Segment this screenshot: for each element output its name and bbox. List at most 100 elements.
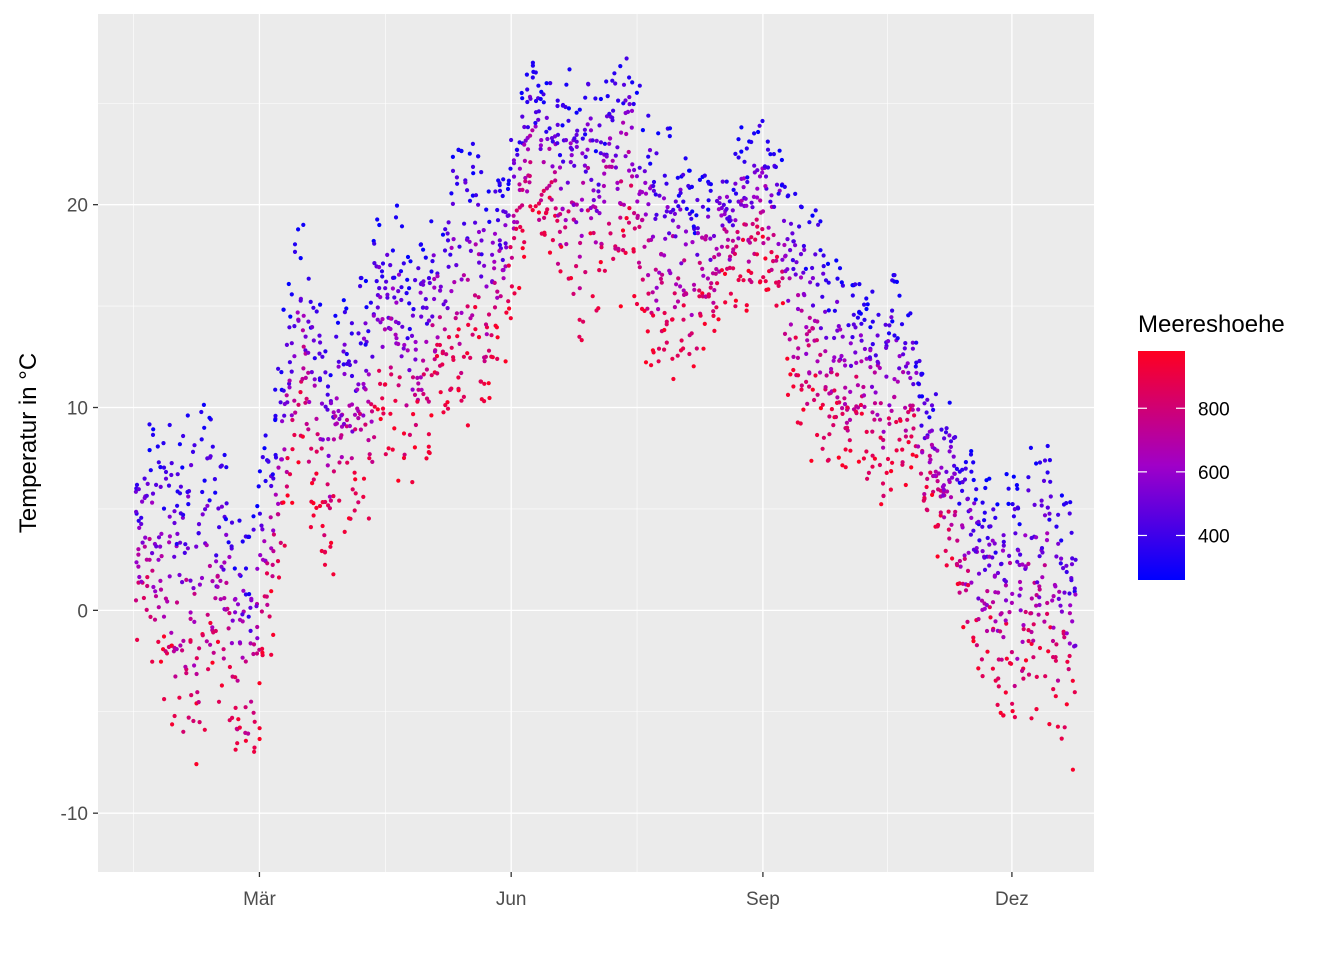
data-point	[407, 286, 412, 291]
data-point	[544, 115, 549, 120]
data-point	[662, 347, 667, 352]
data-point	[139, 515, 144, 520]
data-point	[877, 462, 883, 468]
data-point	[1004, 621, 1009, 626]
data-point	[1018, 608, 1023, 613]
data-point	[151, 584, 156, 590]
data-point	[506, 299, 511, 304]
data-point	[866, 470, 872, 475]
data-point	[925, 397, 930, 402]
data-point	[310, 481, 315, 486]
data-point	[774, 258, 779, 263]
data-point	[327, 494, 332, 499]
data-point	[766, 236, 771, 241]
data-point	[733, 304, 738, 309]
data-point	[621, 233, 626, 238]
data-point	[311, 305, 316, 310]
data-point	[509, 255, 514, 260]
data-point	[188, 610, 193, 615]
data-point	[577, 334, 582, 339]
data-point	[412, 392, 418, 397]
x-tick-label: Dez	[995, 889, 1029, 910]
data-point	[185, 546, 190, 551]
data-point	[597, 211, 602, 216]
data-point	[437, 342, 442, 348]
data-point	[901, 370, 906, 375]
data-point	[276, 465, 281, 470]
data-point	[982, 518, 987, 523]
data-point	[237, 725, 242, 730]
data-point	[212, 477, 217, 482]
data-point	[1003, 579, 1009, 584]
data-point	[341, 362, 346, 367]
data-point	[527, 173, 532, 179]
data-point	[328, 544, 333, 549]
data-point	[807, 315, 812, 320]
data-point	[667, 126, 673, 131]
data-point	[987, 605, 992, 610]
data-point	[928, 457, 933, 462]
data-point	[810, 213, 815, 218]
data-point	[194, 671, 199, 677]
data-point	[568, 160, 573, 165]
data-point	[424, 321, 430, 326]
data-point	[402, 452, 407, 457]
data-point	[993, 619, 998, 624]
data-point	[144, 493, 149, 498]
data-point	[853, 409, 859, 414]
data-point	[233, 705, 238, 711]
data-point	[602, 141, 608, 146]
data-point	[426, 318, 432, 323]
data-point	[311, 338, 316, 343]
data-point	[990, 600, 996, 605]
data-point	[378, 295, 383, 300]
data-point	[637, 224, 642, 229]
data-point	[941, 487, 947, 492]
data-point	[919, 423, 924, 428]
data-point	[235, 741, 240, 746]
data-point	[172, 520, 177, 526]
data-point	[147, 422, 152, 427]
data-point	[504, 310, 509, 315]
data-point	[868, 325, 873, 330]
data-point	[319, 401, 325, 406]
data-point	[966, 550, 971, 555]
data-point	[421, 372, 426, 377]
data-point	[925, 476, 930, 481]
data-point	[333, 414, 338, 419]
data-point	[580, 151, 585, 156]
data-point	[167, 514, 172, 519]
data-point	[766, 287, 771, 292]
data-point	[599, 241, 604, 246]
data-point	[290, 417, 295, 423]
data-point	[897, 293, 902, 298]
data-point	[320, 523, 325, 529]
data-point	[1059, 736, 1064, 741]
data-point	[511, 158, 516, 163]
data-point	[702, 173, 707, 178]
data-point	[486, 381, 491, 386]
data-point	[224, 580, 229, 586]
data-point	[692, 231, 698, 236]
data-point	[788, 221, 794, 226]
data-point	[275, 559, 281, 564]
data-point	[392, 426, 397, 431]
data-point	[301, 344, 306, 349]
data-point	[486, 348, 492, 353]
data-point	[681, 346, 686, 351]
data-point	[962, 477, 968, 482]
data-point	[843, 465, 848, 470]
data-point	[984, 603, 990, 608]
data-point	[153, 594, 159, 599]
data-point	[411, 307, 416, 312]
data-point	[1047, 517, 1052, 522]
data-point	[631, 101, 636, 107]
data-point	[1012, 715, 1018, 720]
data-point	[280, 419, 285, 424]
data-point	[736, 155, 741, 160]
data-point	[903, 434, 909, 439]
data-point	[566, 209, 571, 214]
data-point	[1048, 479, 1053, 484]
data-point	[405, 277, 410, 282]
data-point	[492, 266, 497, 271]
